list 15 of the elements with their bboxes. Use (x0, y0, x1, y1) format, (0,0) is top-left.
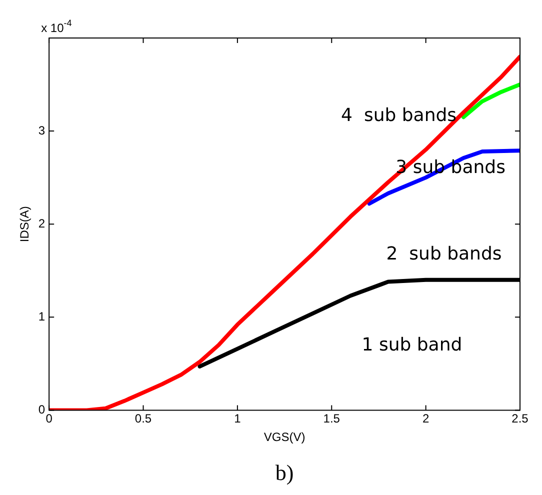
annotation: 1 sub band (362, 334, 462, 356)
x-tick-label: 0.5 (134, 412, 152, 426)
x-tick-label: 1.5 (323, 412, 340, 426)
text: b) (275, 460, 294, 485)
annotation: 2 sub bands (386, 243, 502, 264)
annotation: 4 sub bands (341, 104, 457, 126)
x-axis-title: VGS(V) (264, 430, 306, 444)
x-tick-label: 2.5 (512, 412, 529, 426)
x-tick-label: 2 (422, 412, 430, 426)
y-tick-label: 0 (38, 402, 46, 417)
y-tick-label: 1 (38, 309, 46, 324)
y-tick-label: 3 (38, 123, 46, 138)
y-tick-label: 2 (38, 216, 46, 230)
y-axis-title: IDS(A) (18, 206, 32, 242)
x-tick-label: 1 (234, 412, 242, 426)
